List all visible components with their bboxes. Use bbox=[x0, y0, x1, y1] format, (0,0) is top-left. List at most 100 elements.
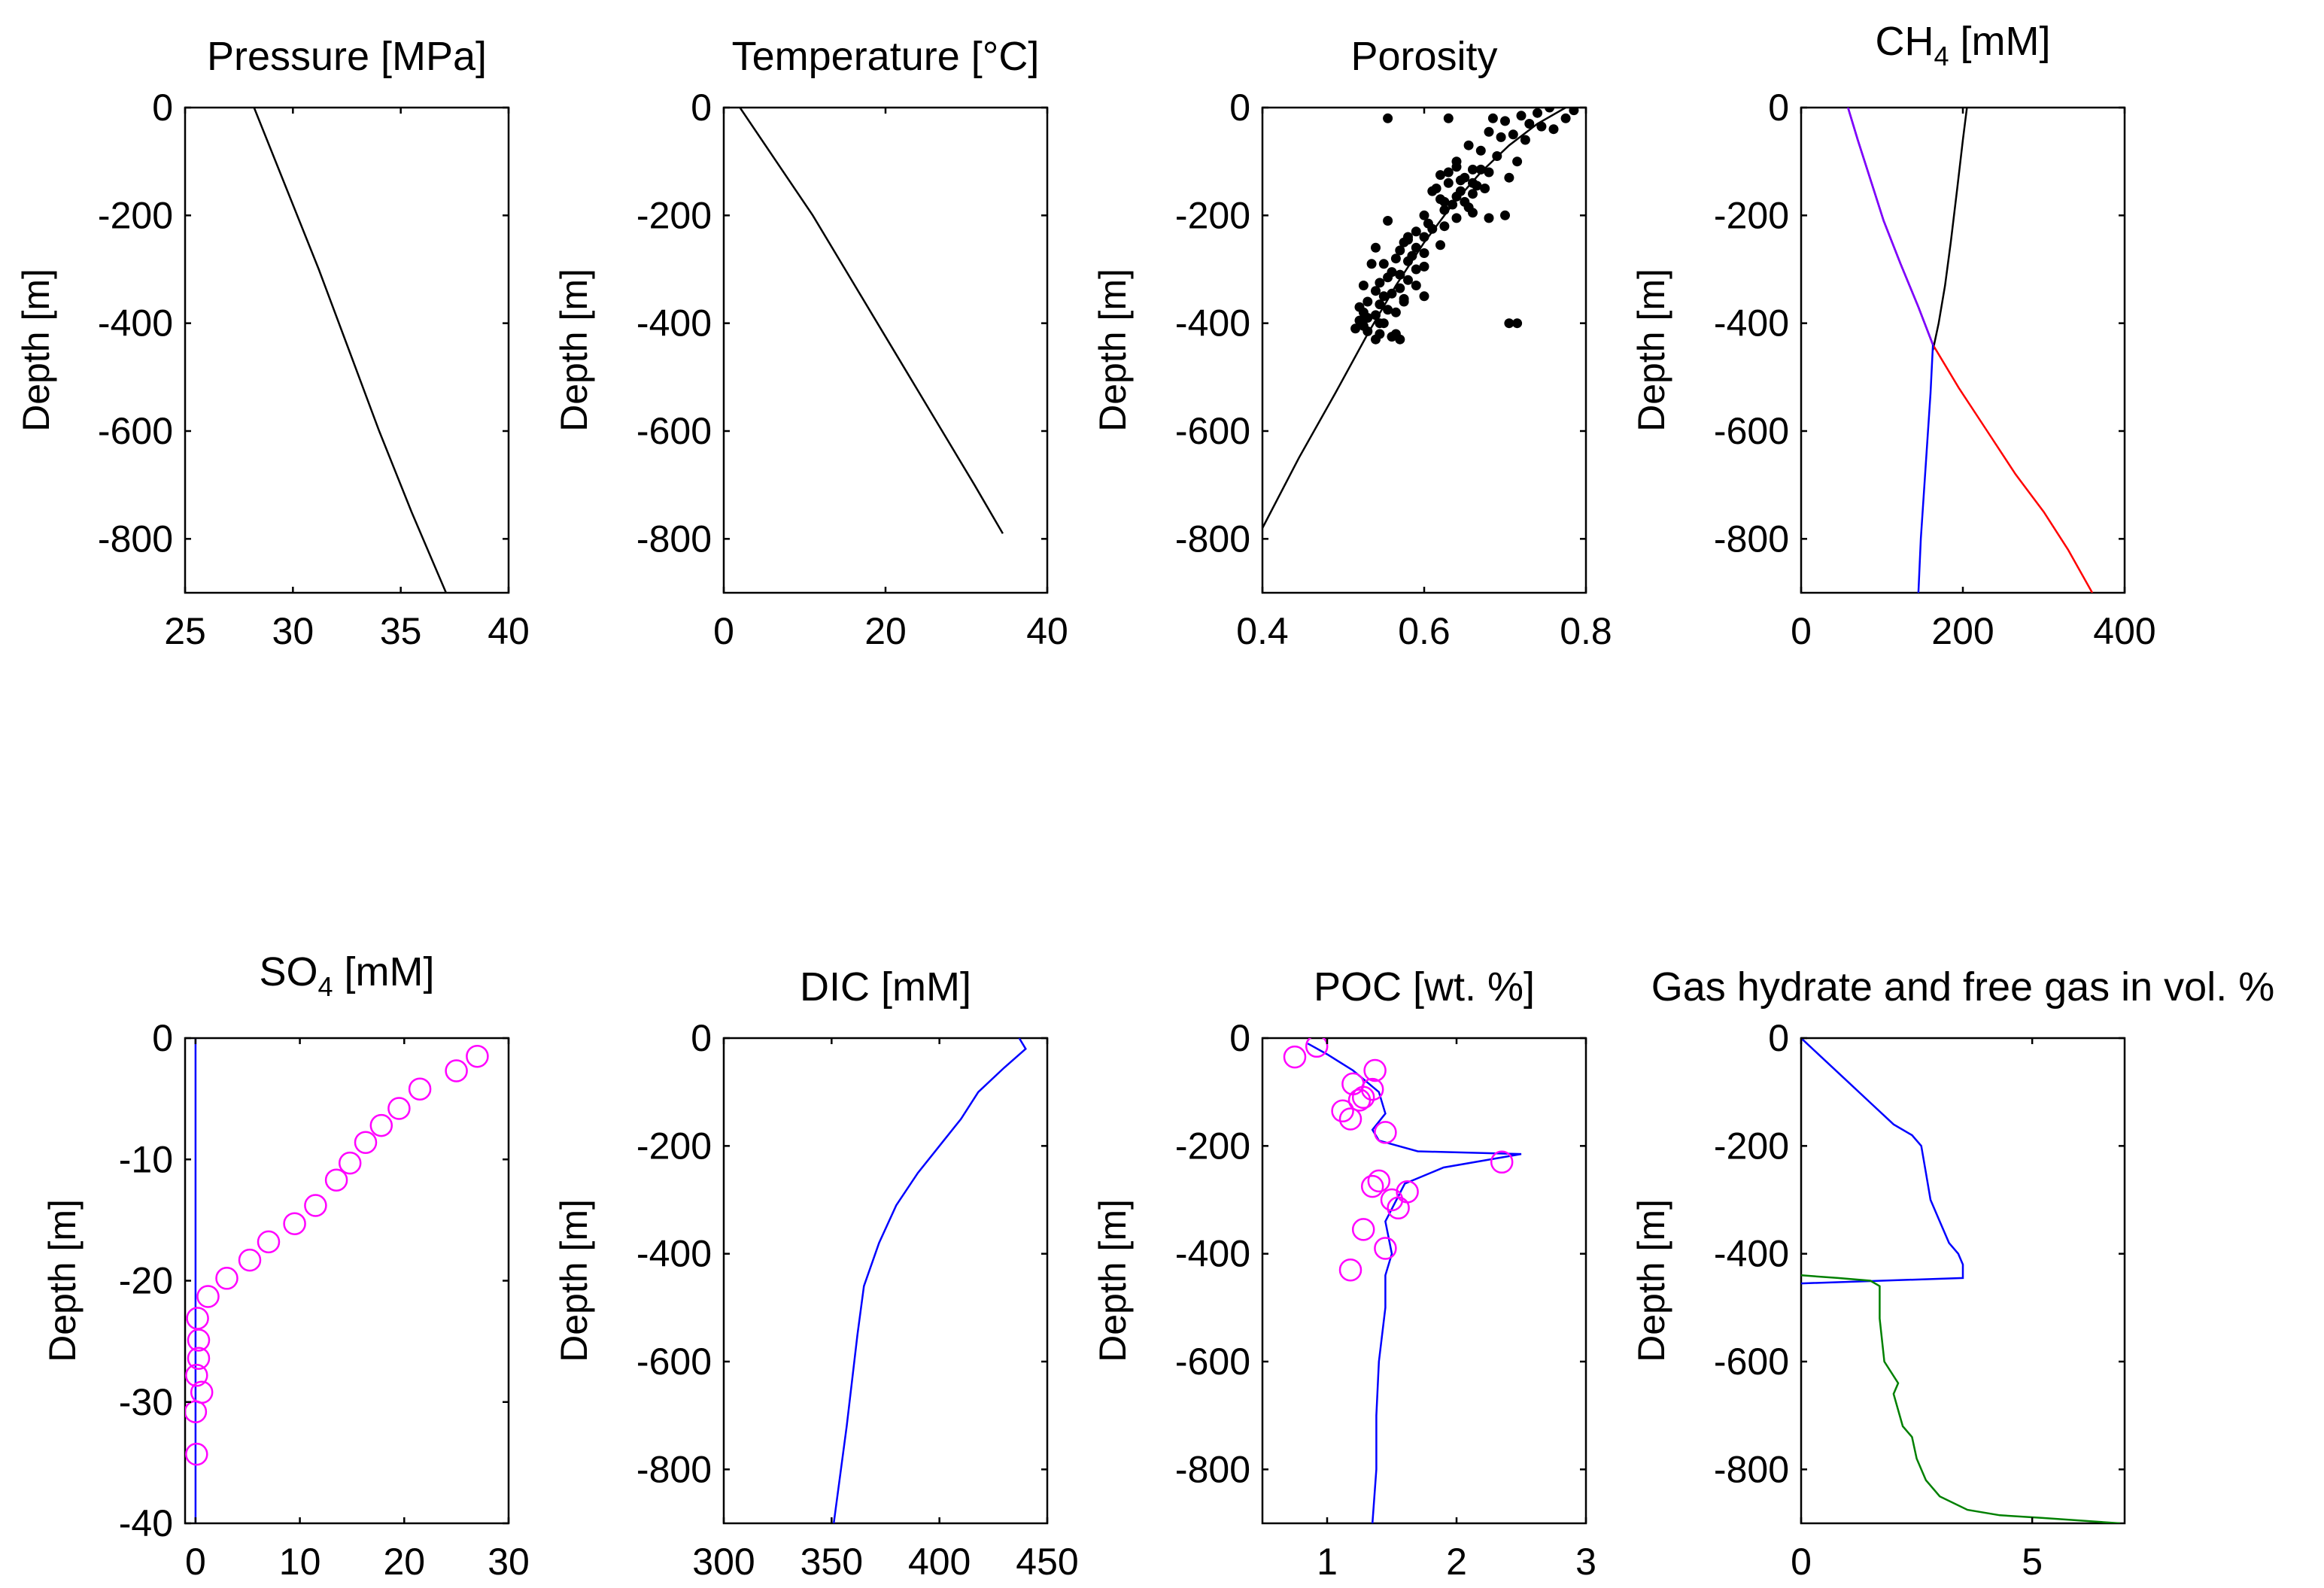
y-axis-label: Depth [m] bbox=[553, 1199, 595, 1362]
y-tick-label: 0 bbox=[1229, 87, 1250, 129]
chart-title: SO4 [mM] bbox=[259, 949, 434, 1002]
data-point bbox=[1390, 254, 1401, 264]
x-tick-label: 0.6 bbox=[1398, 610, 1451, 652]
data-point bbox=[1390, 307, 1401, 317]
data-point bbox=[1338, 1258, 1363, 1282]
y-tick-label: -600 bbox=[1714, 1341, 1789, 1383]
data-point bbox=[1387, 288, 1397, 299]
data-point bbox=[1399, 296, 1409, 307]
data-point bbox=[1371, 286, 1381, 296]
data-point bbox=[1419, 291, 1429, 302]
data-point bbox=[1536, 121, 1547, 132]
y-tick-label: 0 bbox=[1768, 1017, 1789, 1059]
series-line-1 bbox=[1801, 1038, 1964, 1285]
plot-area bbox=[1847, 108, 2094, 593]
data-point bbox=[1378, 291, 1389, 302]
data-point bbox=[1387, 1196, 1410, 1220]
axes-frame bbox=[184, 106, 510, 594]
data-point bbox=[1516, 111, 1527, 121]
data-point bbox=[1468, 208, 1478, 218]
y-tick-label: -400 bbox=[636, 1233, 712, 1275]
x-tick-label: 40 bbox=[1026, 610, 1068, 652]
series-line-1 bbox=[253, 108, 448, 593]
x-tick-label: 0.8 bbox=[1560, 610, 1612, 652]
data-point bbox=[1490, 1150, 1514, 1174]
chart-title-subscript: 4 bbox=[318, 971, 333, 1002]
data-point bbox=[1383, 305, 1393, 315]
y-axis-label: Depth [m] bbox=[1630, 269, 1672, 432]
data-point bbox=[1443, 178, 1454, 188]
data-point bbox=[1448, 199, 1458, 210]
data-point bbox=[1350, 323, 1361, 334]
data-point bbox=[1545, 108, 1555, 113]
y-tick-label: -800 bbox=[1175, 518, 1250, 560]
data-point bbox=[1475, 145, 1486, 156]
data-point bbox=[1427, 223, 1438, 234]
x-tick-label: 5 bbox=[2022, 1541, 2043, 1583]
y-tick-label: -800 bbox=[1175, 1448, 1250, 1490]
data-point bbox=[185, 1442, 208, 1466]
y-tick-label: -30 bbox=[119, 1381, 173, 1423]
data-point bbox=[1451, 156, 1462, 167]
data-point bbox=[1439, 196, 1450, 207]
data-point bbox=[1383, 113, 1393, 123]
y-axis-label: Depth [m] bbox=[553, 269, 595, 432]
x-tick-label: 35 bbox=[380, 610, 422, 652]
plot-area bbox=[253, 108, 448, 593]
panel-8: 0 5 0 -200 -400 -600 -800 Depth [m] Gas hydrate … bbox=[1630, 964, 2274, 1583]
data-point bbox=[1411, 281, 1421, 290]
y-tick-label: -400 bbox=[1175, 302, 1250, 345]
series-line-1 bbox=[739, 108, 1004, 534]
x-tick-label: 20 bbox=[864, 610, 907, 652]
data-point bbox=[1484, 126, 1494, 137]
axes-frame bbox=[184, 1037, 510, 1525]
plot-area bbox=[739, 108, 1004, 534]
y-tick-label: -600 bbox=[1175, 1341, 1250, 1383]
x-tick-label: 40 bbox=[488, 610, 530, 652]
x-tick-label: 400 bbox=[908, 1541, 971, 1583]
y-tick-label: -200 bbox=[1714, 1125, 1789, 1167]
data-point bbox=[1504, 172, 1514, 183]
data-point bbox=[1403, 256, 1413, 266]
axes-frame bbox=[1261, 106, 1587, 594]
data-point bbox=[1524, 119, 1535, 129]
x-tick-label: 10 bbox=[279, 1541, 321, 1583]
y-tick-label: -400 bbox=[98, 302, 173, 345]
series-line-1 bbox=[1262, 108, 1566, 529]
x-tick-label: 0 bbox=[1791, 610, 1812, 652]
series-line-2 bbox=[1801, 1274, 2120, 1523]
y-tick-label: -400 bbox=[1714, 302, 1789, 345]
panel-7: 1 2 3 0 -200 -400 -600 -800 Depth [m] POC [wt. %] bbox=[1092, 964, 1596, 1583]
data-point bbox=[1395, 269, 1405, 280]
data-point bbox=[445, 1059, 468, 1082]
data-point bbox=[1480, 184, 1490, 193]
y-axis-label: Depth [m] bbox=[15, 269, 57, 432]
data-point bbox=[1363, 296, 1373, 307]
data-point bbox=[1443, 167, 1454, 178]
chart-title: DIC [mM] bbox=[800, 964, 971, 1010]
data-point bbox=[1496, 132, 1506, 142]
data-point bbox=[1305, 1038, 1329, 1058]
series-line-1 bbox=[1931, 108, 1968, 351]
y-axis-label: Depth [m] bbox=[1092, 269, 1134, 432]
y-tick-label: -10 bbox=[119, 1138, 173, 1180]
data-point bbox=[1375, 278, 1385, 288]
data-point bbox=[1484, 167, 1494, 178]
data-point bbox=[1455, 186, 1466, 196]
data-point bbox=[369, 1113, 393, 1137]
chart-title-subscript: 4 bbox=[1934, 41, 1949, 71]
x-tick-label: 200 bbox=[1931, 610, 1994, 652]
panel-3: 0.4 0.6 0.8 0 -200 -400 -600 -800 Depth [m] Poros… bbox=[1092, 34, 1612, 652]
data-point bbox=[1403, 232, 1413, 242]
data-point bbox=[1331, 1099, 1354, 1123]
panel-6: 300 350 400 450 0 -200 -400 -600 -800 Depth [m] DI… bbox=[553, 964, 1079, 1583]
axes-frame bbox=[722, 1037, 1049, 1525]
x-tick-label: 30 bbox=[272, 610, 314, 652]
y-tick-label: -400 bbox=[1714, 1233, 1789, 1275]
data-point bbox=[1378, 259, 1389, 269]
x-tick-label: 3 bbox=[1575, 1541, 1596, 1583]
y-tick-label: -800 bbox=[98, 518, 173, 560]
y-tick-label: -200 bbox=[1175, 1125, 1250, 1167]
x-tick-label: 0 bbox=[185, 1541, 206, 1583]
y-tick-label: 0 bbox=[1229, 1017, 1250, 1059]
